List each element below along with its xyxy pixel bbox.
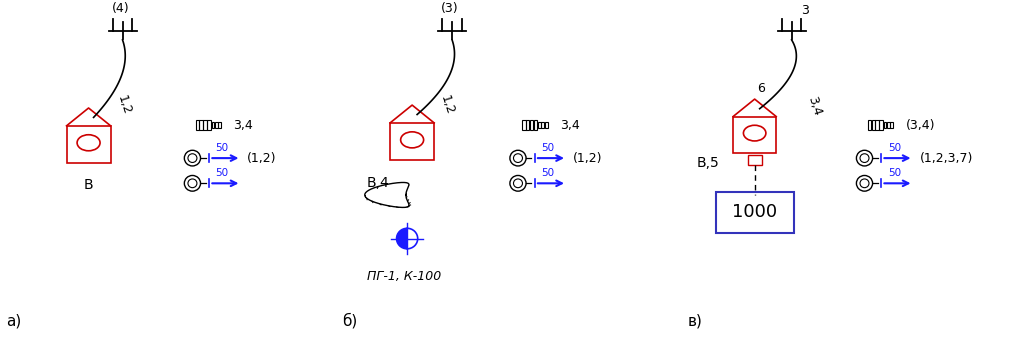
Bar [196,120,199,130]
Bar [200,120,203,130]
Text: 1,2: 1,2 [114,94,132,117]
Bar [538,122,541,128]
Bar [530,120,533,130]
Text: 3,4: 3,4 [560,119,580,132]
Text: 3,4: 3,4 [806,94,824,117]
Text: 6: 6 [756,82,765,95]
Text: 50: 50 [888,143,901,153]
Bar [872,120,875,130]
Bar [533,120,537,130]
Bar [522,120,525,130]
Text: 50: 50 [215,143,228,153]
Bar [218,122,221,128]
Text: 50: 50 [541,168,554,178]
Bar [868,120,871,130]
Bar [887,122,890,128]
Bar [67,126,111,163]
Text: (1,2,3,7): (1,2,3,7) [919,152,973,165]
Text: 50: 50 [888,168,901,178]
Text: 50: 50 [541,143,554,153]
Wedge shape [407,228,418,249]
Text: ПГ-1, К-100: ПГ-1, К-100 [367,270,441,283]
Bar [544,122,547,128]
Bar [890,122,893,128]
Bar [526,120,529,130]
Text: 3: 3 [801,4,808,17]
Text: B,4: B,4 [367,176,389,190]
Bar [716,192,794,233]
Bar [390,123,434,160]
Text: 50: 50 [215,168,228,178]
Bar [203,120,207,130]
Text: (1,2): (1,2) [573,152,602,165]
Bar [747,155,762,165]
Bar [884,122,887,128]
Bar [215,122,218,128]
Text: B: B [84,178,93,192]
Text: B,5: B,5 [697,156,719,170]
Bar [541,122,544,128]
Bar [876,120,879,130]
Text: 1000: 1000 [732,203,778,221]
Text: в): в) [688,314,703,329]
Bar [211,122,214,128]
Bar [733,117,777,153]
Text: а): а) [6,314,21,329]
Text: 1,2: 1,2 [438,94,457,117]
Bar [207,120,211,130]
Bar [880,120,883,130]
Text: (4): (4) [112,2,129,15]
Wedge shape [397,228,407,249]
Text: 3,4: 3,4 [233,119,254,132]
Text: (3,4): (3,4) [905,119,935,132]
Text: б): б) [342,313,358,329]
Text: (3): (3) [441,2,459,15]
Text: (1,2): (1,2) [247,152,277,165]
